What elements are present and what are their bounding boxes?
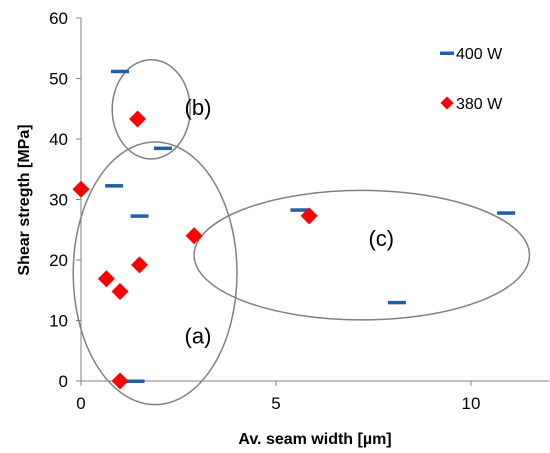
legend-label: 380 W xyxy=(456,96,503,113)
x-tick-label: 0 xyxy=(76,394,85,413)
group-label: (c) xyxy=(368,226,394,251)
legend-label: 400 W xyxy=(456,46,503,63)
data-point-dash xyxy=(130,214,149,218)
y-tick-label: 20 xyxy=(49,251,68,270)
y-tick-label: 60 xyxy=(49,9,68,28)
data-point-diamond xyxy=(72,180,90,198)
y-axis-title: Shear stregth [MPa] xyxy=(16,124,33,275)
data-point-diamond xyxy=(300,207,318,225)
data-point-dash xyxy=(126,379,145,383)
data-point-diamond xyxy=(131,256,148,274)
group-ellipse xyxy=(111,58,191,160)
data-point-diamond xyxy=(97,270,115,288)
data-point-dash xyxy=(497,211,516,215)
group-label: (a) xyxy=(185,324,212,349)
data-point-dash xyxy=(290,208,309,212)
y-tick-label: 0 xyxy=(59,372,68,391)
group-ellipse xyxy=(72,141,238,406)
group-ellipse xyxy=(193,189,531,321)
x-tick-label: 5 xyxy=(271,394,280,413)
data-point-dash xyxy=(387,300,406,305)
data-point-diamond xyxy=(111,372,129,390)
data-point-dash xyxy=(105,184,124,188)
x-axis-title: Av. seam width [µm] xyxy=(238,431,391,448)
group-label: (b) xyxy=(185,95,212,120)
data-point-dash xyxy=(111,69,129,74)
legend-marker-dash xyxy=(440,51,454,55)
plot-area: 0 10 20 30 40 50 60 0 5 10 (a) (b) (c) 400 W 380 W xyxy=(49,9,549,413)
legend-marker-diamond xyxy=(440,96,454,110)
x-tick-label: 10 xyxy=(462,394,481,413)
data-point-diamond xyxy=(185,227,203,245)
y-tick-label: 50 xyxy=(49,70,68,89)
data-point-diamond xyxy=(111,282,129,300)
y-tick-label: 30 xyxy=(49,191,68,210)
data-point-dash xyxy=(153,146,172,151)
data-point-diamond xyxy=(129,110,147,128)
y-tick-label: 40 xyxy=(49,130,68,149)
y-tick-label: 10 xyxy=(49,312,68,331)
